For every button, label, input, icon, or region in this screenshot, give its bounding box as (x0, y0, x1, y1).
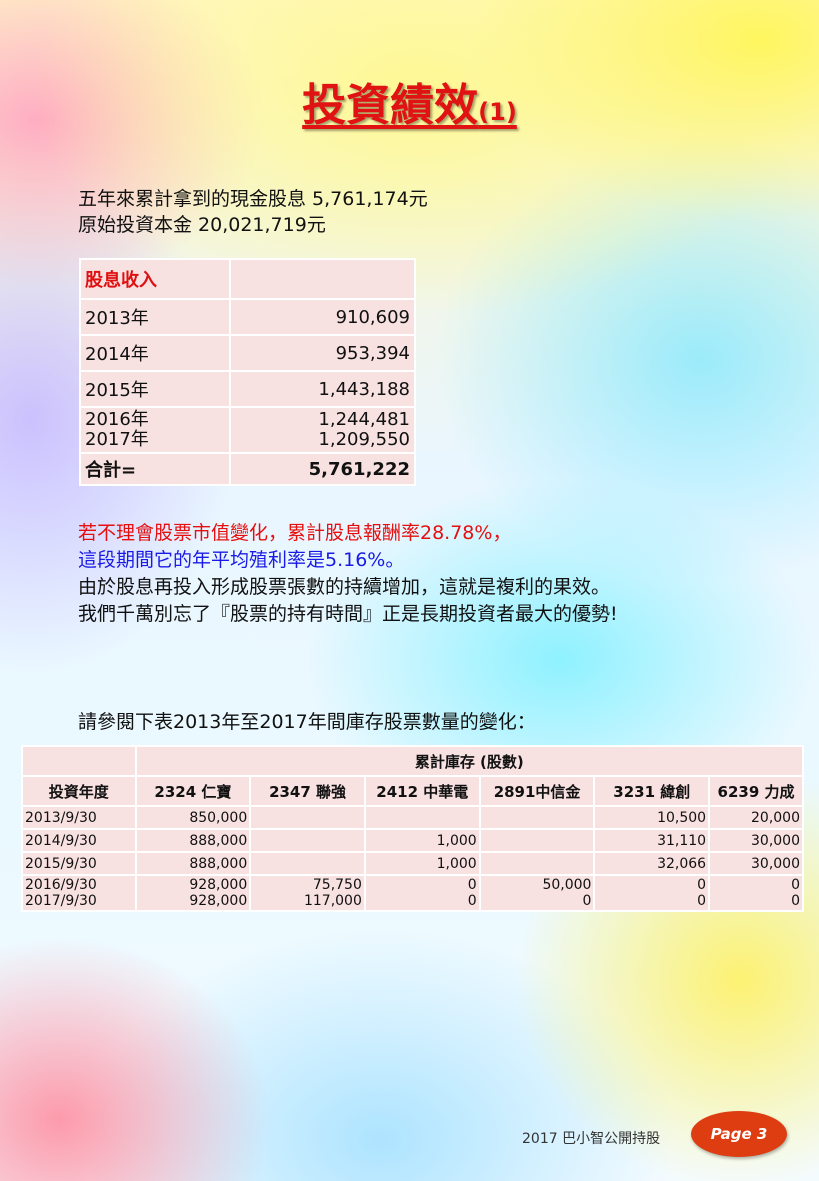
stock-cell: 0 (791, 893, 800, 909)
stock-column-header: 2324 仁寶 (134, 775, 252, 807)
table-row: 2016/9/30 2017/9/30 928,000 928,000 75,750… (21, 874, 804, 912)
dividend-year: 2015年 (79, 370, 231, 408)
stock-cell-pair: 50,000 0 (478, 874, 596, 912)
stock-cell: 75,750 (312, 877, 362, 893)
stock-cell: 888,000 (134, 828, 252, 853)
stock-cell: 30,000 (708, 851, 804, 876)
stock-cell: 928,000 (189, 893, 248, 909)
stock-date: 2014/9/30 (21, 828, 137, 853)
stock-cell (478, 805, 596, 830)
stock-cell (249, 805, 366, 830)
page-number: Page 3 (710, 1125, 768, 1143)
dividend-total-value: 5,761,222 (229, 452, 416, 486)
stock-cell: 117,000 (303, 893, 362, 909)
table-row: 2015年 1,443,188 (79, 370, 416, 408)
dividend-value-pair: 1,244,481 1,209,550 (229, 406, 416, 454)
table-row: 2014/9/30 888,000 1,000 31,110 30,000 (21, 828, 804, 853)
summary-yield-rate: 這段期間它的年平均殖利率是5.16%。 (78, 549, 405, 571)
stock-column-header: 投資年度 (21, 775, 137, 807)
dividend-value: 910,609 (229, 298, 416, 336)
stock-cell (478, 851, 596, 876)
table-row: 2014年 953,394 (79, 334, 416, 372)
stock-date-pair: 2016/9/30 2017/9/30 (21, 874, 137, 912)
stock-cell: 30,000 (708, 828, 804, 853)
stock-cell (363, 805, 481, 830)
dividend-year: 2014年 (79, 334, 231, 372)
table-row: 股息收入 (79, 258, 416, 300)
summary-return-rate: 若不理會股票市值變化，累計股息報酬率28.78%， (78, 522, 512, 544)
intro-text: 五年來累計拿到的現金股息 5,761,174元 原始投資本金 20,021,71… (78, 186, 428, 238)
stock-cell: 850,000 (134, 805, 252, 830)
table-row: 2013年 910,609 (79, 298, 416, 336)
stock-cell: 888,000 (134, 851, 252, 876)
stock-cell (249, 851, 366, 876)
stock-date: 2015/9/30 (21, 851, 137, 876)
stock-cell (478, 828, 596, 853)
stock-cell: 0 (697, 893, 707, 909)
table-row-total: 合計= 5,761,222 (79, 452, 416, 486)
dividend-year-pair: 2016年 2017年 (79, 406, 231, 454)
dividend-year: 2017年 (85, 429, 149, 450)
stock-header-empty (21, 745, 137, 777)
intro-cash-dividend: 五年來累計拿到的現金股息 5,761,174元 (78, 188, 428, 210)
footer-text: 2017 巴小智公開持股 (522, 1131, 661, 1147)
table-row: 2015/9/30 888,000 1,000 32,066 30,000 (21, 851, 804, 876)
summary-compound: 由於股息再投入形成股票張數的持續增加，這就是複利的果效。 (78, 576, 611, 598)
table-row: 2013/9/30 850,000 10,500 20,000 (21, 805, 804, 830)
table-row: 2016年 2017年 1,244,481 1,209,550 (79, 406, 416, 454)
stock-cell: 20,000 (708, 805, 804, 830)
summary-holding-time: 我們千萬別忘了『股票的持有時間』正是長期投資者最大的優勢! (78, 603, 618, 625)
stock-date: 2016/9/30 (25, 877, 97, 893)
stock-cell-pair: 928,000 928,000 (134, 874, 252, 912)
stock-cell (249, 828, 366, 853)
stock-column-header: 2891中信金 (478, 775, 596, 807)
stock-column-header: 2412 中華電 (363, 775, 481, 807)
stock-cell: 0 (582, 893, 592, 909)
dividend-header: 股息收入 (79, 258, 231, 300)
stock-cell: 0 (697, 877, 707, 893)
dividend-value: 1,443,188 (229, 370, 416, 408)
dividend-value: 953,394 (229, 334, 416, 372)
stock-group-header: 累計庫存 (股數) (134, 745, 805, 777)
dividend-year: 2013年 (79, 298, 231, 336)
stock-cell: 1,000 (363, 851, 481, 876)
stock-cell: 0 (467, 893, 477, 909)
dividend-value: 1,209,550 (318, 429, 410, 450)
stock-table: 累計庫存 (股數) 投資年度 2324 仁寶 2347 聯強 2412 中華電 … (21, 745, 805, 912)
title-main: 投資績效 (302, 80, 479, 131)
stock-date: 2017/9/30 (25, 893, 97, 909)
stock-column-header: 2347 聯強 (249, 775, 366, 807)
stock-cell: 10,500 (593, 805, 711, 830)
table-row: 投資年度 2324 仁寶 2347 聯強 2412 中華電 2891中信金 32… (21, 775, 804, 807)
stock-cell: 0 (467, 877, 477, 893)
intro-principal: 原始投資本金 20,021,719元 (78, 214, 326, 236)
summary-paragraph: 若不理會股票市值變化，累計股息報酬率28.78%， 這段期間它的年平均殖利率是5… (78, 520, 618, 628)
dividend-table: 股息收入 2013年 910,609 2014年 953,394 2015年 1… (79, 258, 416, 486)
title-sub: (1) (478, 98, 517, 126)
table-row: 累計庫存 (股數) (21, 745, 805, 777)
page-title: 投資績效(1) (0, 78, 819, 140)
page-number-badge: Page 3 (691, 1111, 787, 1157)
stock-cell: 50,000 (542, 877, 592, 893)
stock-column-header: 3231 緯創 (593, 775, 711, 807)
stock-cell: 928,000 (189, 877, 248, 893)
stock-date: 2013/9/30 (21, 805, 137, 830)
stock-cell-pair: 75,750 117,000 (249, 874, 366, 912)
dividend-value: 1,244,481 (318, 409, 410, 430)
dividend-total-label: 合計= (79, 452, 231, 486)
stock-cell: 31,110 (593, 828, 711, 853)
stock-cell: 32,066 (593, 851, 711, 876)
dividend-header-empty (229, 258, 416, 300)
reference-text: 請參閱下表2013年至2017年間庫存股票數量的變化： (78, 711, 536, 733)
dividend-year: 2016年 (85, 409, 149, 430)
stock-cell: 1,000 (363, 828, 481, 853)
stock-column-header: 6239 力成 (708, 775, 804, 807)
stock-cell: 0 (791, 877, 800, 893)
